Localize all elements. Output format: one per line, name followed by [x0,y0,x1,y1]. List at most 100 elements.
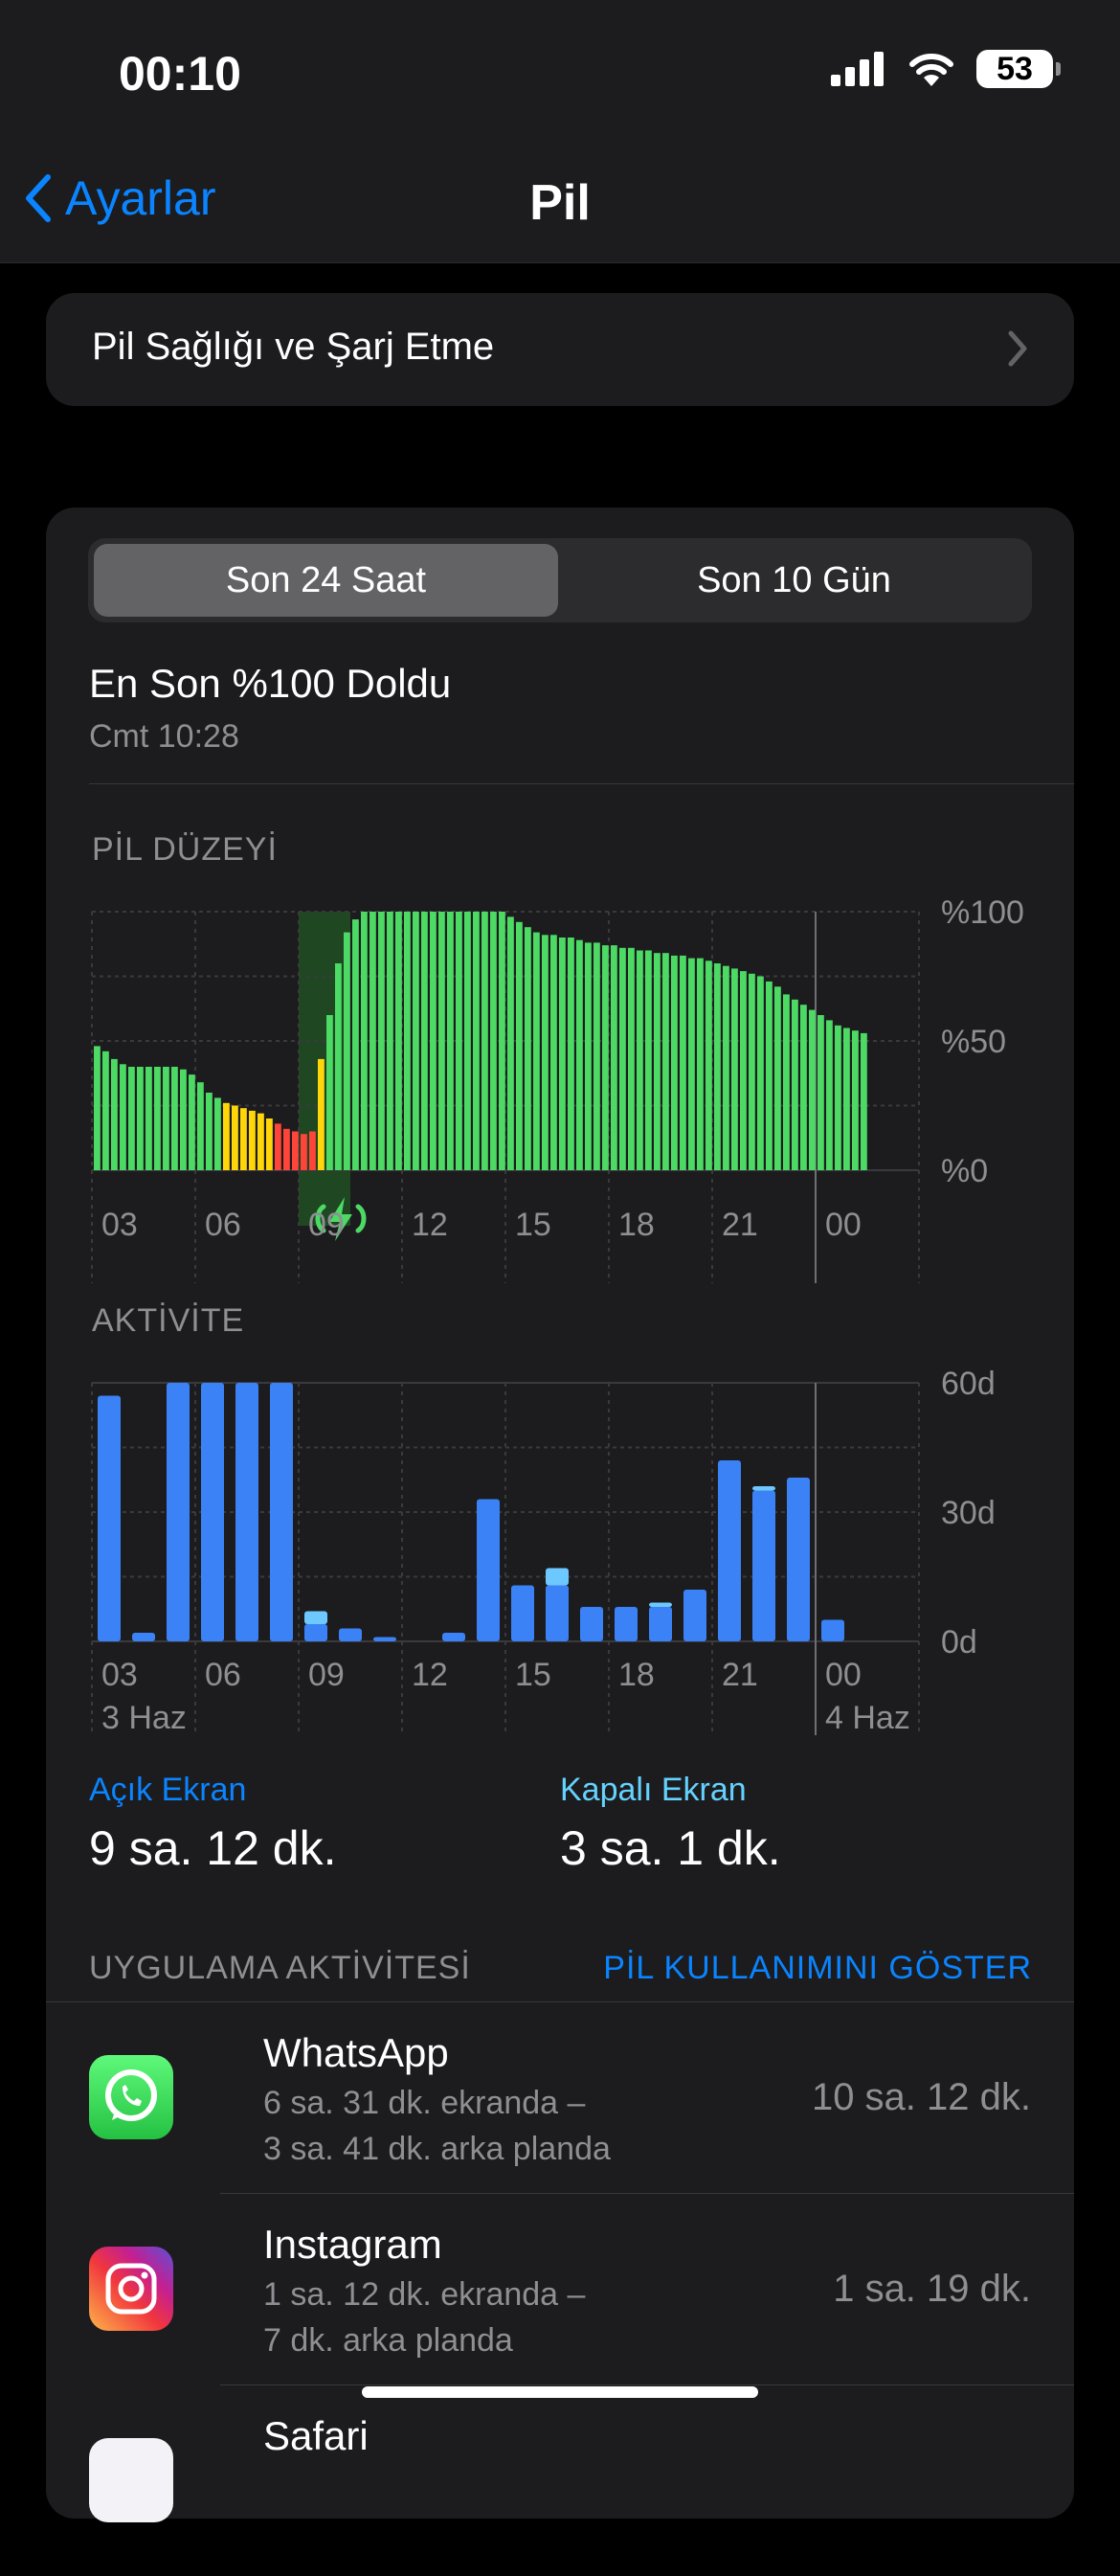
x-tick-label: 12 [412,1207,448,1243]
back-button[interactable]: Ayarlar [23,170,215,226]
battery-bar [464,912,471,1170]
battery-bar [559,938,566,1170]
battery-bar [430,912,437,1170]
battery-health-row[interactable]: Pil Sağlığı ve Şarj Etme [46,293,1074,406]
battery-bar [731,968,738,1170]
battery-bar [180,1069,187,1170]
battery-bar [128,1067,135,1170]
battery-bar [826,1020,833,1170]
activity-bar-screen-on [649,1607,672,1641]
x-tick-label: 06 [205,1657,241,1693]
app-name: Instagram [263,2222,442,2267]
segment-last-24-hours[interactable]: Son 24 Saat [94,544,558,617]
battery-bar [602,945,609,1170]
battery-bar [258,1113,264,1170]
divider [220,2193,1074,2194]
battery-bar [223,1102,230,1170]
segment-last-10-days[interactable]: Son 10 Gün [697,560,891,600]
x-tick-label: 09 [308,1657,345,1693]
battery-bar [102,1051,109,1170]
app-row-safari[interactable]: Safari [89,2384,1074,2576]
period-segmented-control[interactable]: Son 24 Saat Son 10 Gün [88,538,1032,622]
app-name: Safari [263,2413,369,2458]
activity-bar-screen-on [201,1383,224,1641]
battery-bar [585,942,592,1170]
battery-bar [714,963,721,1170]
battery-bar [800,1005,807,1170]
screen-off-label: Kapalı Ekran [560,1772,747,1808]
battery-level-chart: %100 %50 %0 03 06 09 12 15 18 21 00 [91,894,1024,1283]
battery-bar [706,960,712,1170]
app-row-whatsapp[interactable]: WhatsApp 6 sa. 31 dk. ekranda – 3 sa. 41… [89,2001,1074,2193]
battery-bar [232,1105,238,1170]
back-label: Ayarlar [65,171,216,225]
battery-bar [783,994,790,1170]
safari-icon [89,2438,173,2522]
divider [220,2384,1074,2385]
date-end-label: 4 Haz [825,1700,910,1735]
status-bar: 00:10 53 [0,0,1120,144]
battery-bar [378,912,385,1170]
battery-bar [275,1123,281,1170]
x-tick-label: 00 [825,1207,862,1243]
activity-bar-screen-on [442,1633,465,1641]
battery-bar [240,1108,247,1170]
battery-bar [774,986,781,1170]
battery-bar [482,912,488,1170]
app-total-time: 1 sa. 19 dk. [833,2268,1031,2310]
whatsapp-icon [89,2055,173,2139]
last-full-charge-title: En Son %100 Doldu [89,661,452,706]
battery-bar [335,963,342,1170]
battery-bar [525,927,531,1170]
activity-bar-screen-on [98,1395,121,1641]
activity-bar-screen-on [718,1460,741,1641]
charging-band [299,912,350,1226]
battery-bar [370,912,376,1170]
activity-bar-screen-off [546,1568,569,1586]
battery-bar [146,1067,152,1170]
activity-bar-screen-on [235,1383,258,1641]
show-battery-usage-link[interactable]: PİL KULLANIMINI GÖSTER [603,1950,1032,1986]
x-tick-label: 21 [722,1207,758,1243]
x-tick-label: 15 [515,1657,551,1693]
battery-bar [214,1097,221,1170]
status-icons: 53 [831,50,1061,88]
battery-bar [266,1119,273,1170]
activity-bar-screen-off [304,1611,327,1624]
x-tick-label: 21 [722,1657,758,1693]
activity-chart: 60d 30d 0d 03 06 09 12 15 18 21 00 3 Haz 4 Haz [91,1366,996,1735]
battery-bar [456,912,462,1170]
battery-bar [395,912,402,1170]
battery-bar [671,955,678,1170]
activity-bar-screen-off [649,1602,672,1607]
battery-bar [163,1067,169,1170]
app-usage-line: 1 sa. 12 dk. ekranda – [263,2276,586,2313]
battery-bar [835,1025,841,1170]
battery-bar [413,912,419,1170]
battery-bar [507,916,514,1170]
battery-level-label: PİL DÜZEYİ [92,831,278,868]
x-tick-label: 00 [825,1657,862,1693]
battery-bar [542,935,549,1170]
app-row-instagram[interactable]: Instagram 1 sa. 12 dk. ekranda – 7 dk. a… [89,2193,1074,2384]
battery-bar [326,1015,333,1170]
x-tick-label: 18 [618,1657,655,1693]
chevron-right-icon [1008,330,1027,367]
status-time: 00:10 [119,47,241,101]
activity-bar-screen-on [787,1478,810,1641]
activity-bar-screen-on [477,1499,500,1641]
battery-bar [749,973,755,1170]
battery-indicator: 53 [976,50,1061,88]
activity-bar-screen-off [752,1486,775,1491]
battery-bar [861,1032,867,1170]
page-title: Pil [529,175,591,231]
battery-bar [568,938,574,1170]
battery-bar [111,1058,118,1170]
x-tick-label: 12 [412,1657,448,1693]
screen-on-stat: Açık Ekran 9 sa. 12 dk. [89,1772,337,1876]
battery-bar [387,912,393,1170]
battery-bar [309,1131,316,1170]
activity-bar-screen-on [821,1619,844,1641]
y-tick-label: %50 [941,1024,1006,1060]
battery-bar [94,1046,101,1170]
